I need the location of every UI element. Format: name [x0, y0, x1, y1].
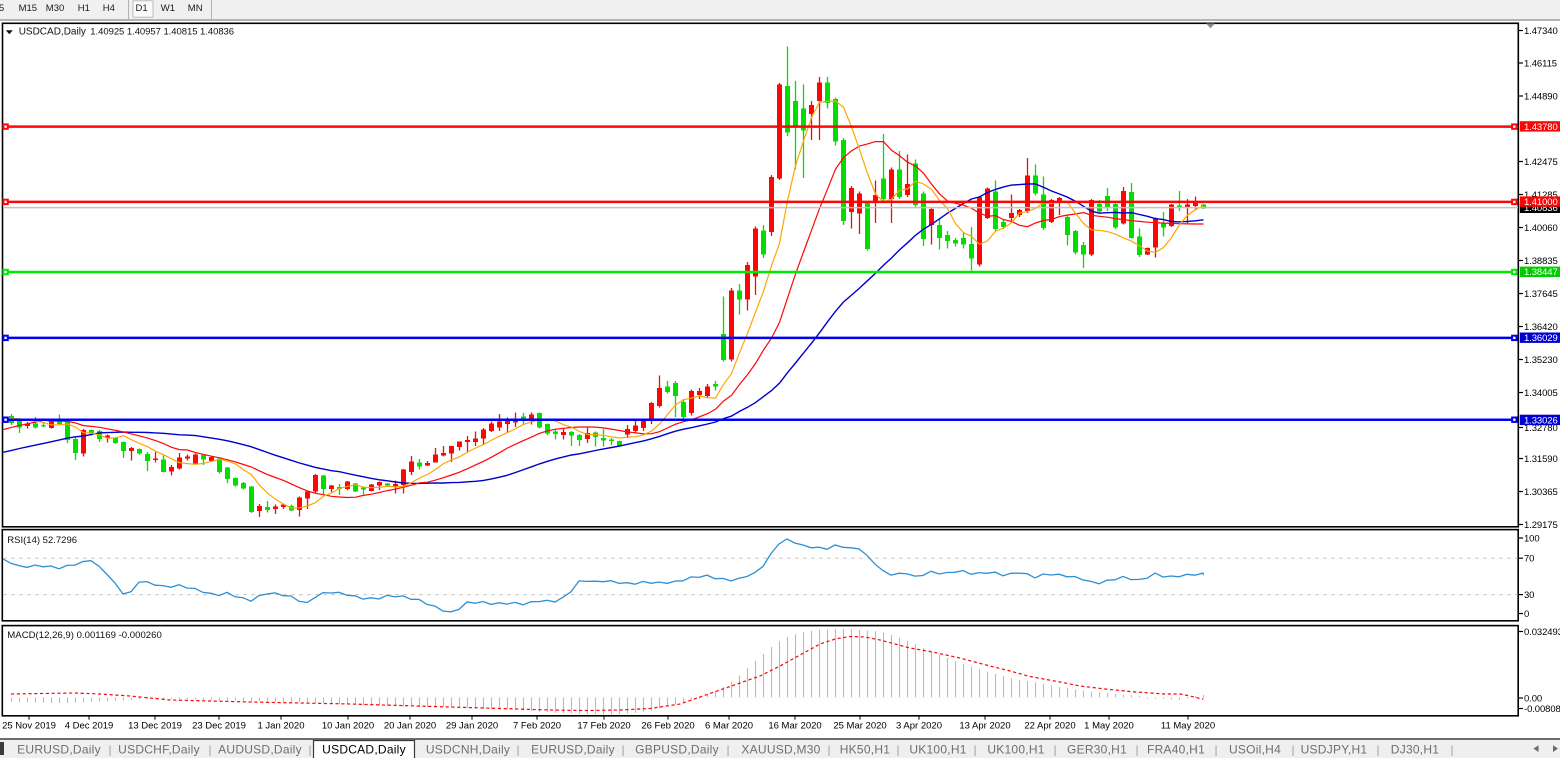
svg-text:|: |	[727, 745, 730, 757]
svg-text:1.41285: 1.41285	[1524, 190, 1558, 201]
svg-text:1.36420: 1.36420	[1524, 322, 1558, 333]
svg-text:0.00: 0.00	[1524, 694, 1542, 705]
svg-text:HK50,H1: HK50,H1	[840, 743, 891, 757]
svg-text:|: |	[209, 745, 212, 757]
svg-text:MACD(12,26,9) 0.001169 -0.0002: MACD(12,26,9) 0.001169 -0.000260	[7, 630, 162, 641]
svg-text:1.37645: 1.37645	[1524, 289, 1558, 300]
svg-text:|: |	[897, 745, 900, 757]
svg-text:1 Jan 2020: 1 Jan 2020	[257, 720, 304, 731]
svg-text:|: |	[622, 745, 625, 757]
svg-text:EURUSD,Daily: EURUSD,Daily	[531, 743, 615, 757]
svg-text:USOil,H4: USOil,H4	[1229, 743, 1281, 757]
svg-text:USDCNH,Daily: USDCNH,Daily	[426, 743, 510, 757]
svg-text:70: 70	[1524, 554, 1534, 565]
svg-text:UK100,H1: UK100,H1	[987, 743, 1044, 757]
svg-text:|: |	[1377, 745, 1380, 757]
svg-text:1.36029: 1.36029	[1524, 333, 1558, 344]
svg-text:0.032493: 0.032493	[1524, 627, 1560, 638]
svg-text:GER30,H1: GER30,H1	[1067, 743, 1127, 757]
svg-text:|: |	[517, 745, 520, 757]
svg-text:1.44890: 1.44890	[1524, 92, 1558, 103]
svg-text:MN: MN	[188, 3, 203, 14]
svg-text:W1: W1	[161, 3, 175, 14]
svg-text:USDCHF,Daily: USDCHF,Daily	[118, 743, 200, 757]
svg-text:1.47340: 1.47340	[1524, 26, 1558, 37]
svg-text:13 Apr 2020: 13 Apr 2020	[959, 720, 1010, 731]
svg-text:|: |	[109, 745, 112, 757]
svg-text:GBPUSD,Daily: GBPUSD,Daily	[635, 743, 719, 757]
svg-text:|: |	[974, 745, 977, 757]
svg-text:AUDUSD,Daily: AUDUSD,Daily	[218, 743, 302, 757]
svg-text:1.32780: 1.32780	[1524, 423, 1558, 434]
svg-text:5: 5	[0, 3, 4, 14]
svg-text:16 Mar 2020: 16 Mar 2020	[768, 720, 821, 731]
svg-text:USDCAD,Daily: USDCAD,Daily	[19, 27, 86, 38]
svg-text:|: |	[1215, 745, 1218, 757]
svg-text:1.35230: 1.35230	[1524, 355, 1558, 366]
svg-text:100: 100	[1524, 534, 1540, 545]
svg-text:M30: M30	[46, 3, 64, 14]
svg-text:1 May 2020: 1 May 2020	[1084, 720, 1134, 731]
svg-text:30: 30	[1524, 590, 1534, 601]
svg-text:1.40925 1.40957 1.40815 1.4083: 1.40925 1.40957 1.40815 1.40836	[90, 27, 234, 38]
svg-text:6 Mar 2020: 6 Mar 2020	[705, 720, 753, 731]
svg-text:23 Dec 2019: 23 Dec 2019	[192, 720, 246, 731]
svg-text:|: |	[1451, 745, 1454, 757]
svg-text:26 Feb 2020: 26 Feb 2020	[641, 720, 694, 731]
svg-text:29 Jan 2020: 29 Jan 2020	[446, 720, 498, 731]
svg-text:1.40060: 1.40060	[1524, 223, 1558, 234]
svg-text:|: |	[828, 745, 831, 757]
svg-text:1.42475: 1.42475	[1524, 157, 1558, 168]
svg-text:25 Nov 2019: 25 Nov 2019	[2, 720, 56, 731]
svg-text:DJ30,H1: DJ30,H1	[1391, 743, 1440, 757]
svg-text:4 Dec 2019: 4 Dec 2019	[65, 720, 114, 731]
svg-text:20 Jan 2020: 20 Jan 2020	[384, 720, 436, 731]
svg-text:H1: H1	[78, 3, 90, 14]
svg-text:1.43780: 1.43780	[1524, 122, 1558, 133]
svg-text:1.31590: 1.31590	[1524, 454, 1558, 465]
svg-text:1.41000: 1.41000	[1524, 197, 1558, 208]
svg-text:FRA40,H1: FRA40,H1	[1147, 743, 1205, 757]
svg-text:1.30365: 1.30365	[1524, 487, 1558, 498]
svg-text:|: |	[1136, 745, 1139, 757]
svg-text:USDJPY,H1: USDJPY,H1	[1301, 743, 1368, 757]
svg-text:UK100,H1: UK100,H1	[909, 743, 966, 757]
svg-text:0: 0	[1524, 609, 1529, 620]
svg-text:1.29175: 1.29175	[1524, 520, 1558, 531]
svg-text:3 Apr 2020: 3 Apr 2020	[896, 720, 942, 731]
svg-text:1.38447: 1.38447	[1524, 267, 1558, 278]
svg-text:17 Feb 2020: 17 Feb 2020	[577, 720, 630, 731]
svg-text:1.46115: 1.46115	[1524, 59, 1557, 70]
svg-text:D1: D1	[136, 3, 148, 14]
svg-text:-0.008086: -0.008086	[1524, 704, 1560, 715]
svg-text:1.33026: 1.33026	[1524, 415, 1558, 426]
svg-text:|: |	[1292, 745, 1295, 757]
svg-text:M15: M15	[19, 3, 37, 14]
svg-text:|: |	[1054, 745, 1057, 757]
svg-text:RSI(14) 52.7296: RSI(14) 52.7296	[7, 535, 77, 546]
svg-text:11 May 2020: 11 May 2020	[1161, 720, 1215, 731]
svg-text:22 Apr 2020: 22 Apr 2020	[1024, 720, 1075, 731]
svg-text:H4: H4	[103, 3, 115, 14]
svg-text:10 Jan 2020: 10 Jan 2020	[322, 720, 374, 731]
svg-text:1.38835: 1.38835	[1524, 256, 1558, 267]
svg-text:25 Mar 2020: 25 Mar 2020	[833, 720, 886, 731]
svg-text:1.34005: 1.34005	[1524, 388, 1558, 399]
svg-text:13 Dec 2019: 13 Dec 2019	[128, 720, 182, 731]
svg-text:XAUUSD,M30: XAUUSD,M30	[741, 743, 820, 757]
svg-text:1.40836: 1.40836	[1524, 203, 1558, 214]
svg-text:7 Feb 2020: 7 Feb 2020	[513, 720, 561, 731]
svg-text:|: |	[309, 745, 312, 757]
svg-text:USDCAD,Daily: USDCAD,Daily	[322, 743, 406, 757]
svg-text:EURUSD,Daily: EURUSD,Daily	[17, 743, 101, 757]
